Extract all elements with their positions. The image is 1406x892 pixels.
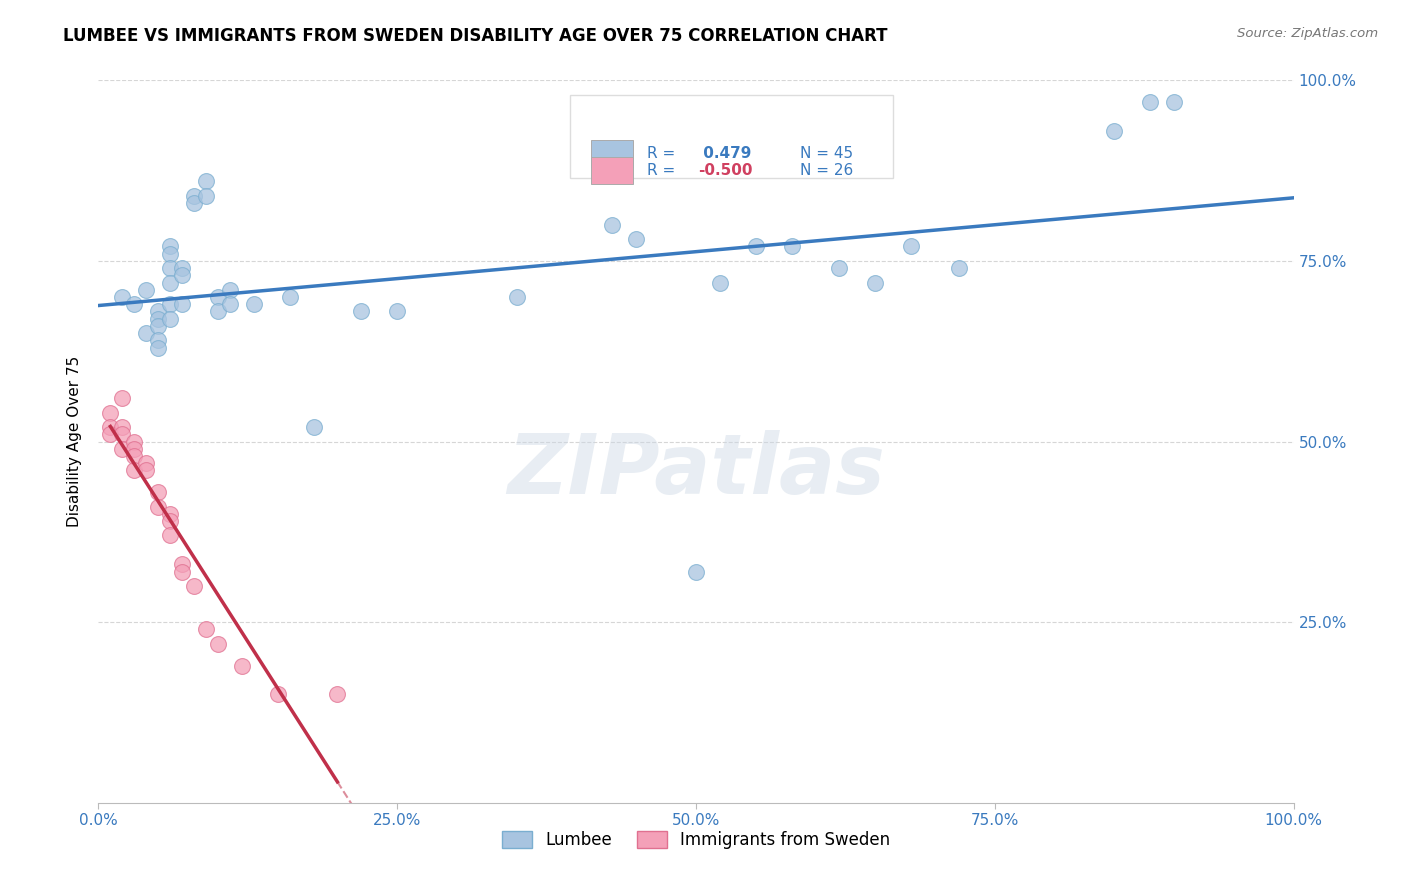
Point [350,304,373,318]
Point [278,290,301,304]
Point [948,261,970,276]
Point [135,283,157,297]
Point [183,196,205,211]
Point [124,463,146,477]
Point [302,420,325,434]
Point [602,218,624,232]
Text: R =: R = [647,163,681,178]
Point [900,239,922,253]
Point [326,687,349,701]
Point [243,297,266,311]
Point [172,268,194,283]
Point [159,507,181,521]
Point [685,565,707,579]
Point [385,304,409,318]
Point [506,290,529,304]
Point [135,463,157,477]
Point [124,449,146,463]
Point [865,276,887,290]
Point [1104,124,1126,138]
Point [172,565,194,579]
Point [172,558,194,572]
FancyBboxPatch shape [571,95,893,178]
FancyBboxPatch shape [591,157,633,184]
Point [98,420,122,434]
Point [183,189,205,203]
Point [172,297,194,311]
Point [1163,95,1185,109]
Point [709,276,731,290]
Point [207,290,229,304]
Point [828,261,851,276]
Legend: Lumbee, Immigrants from Sweden: Lumbee, Immigrants from Sweden [495,824,897,856]
Point [626,232,648,246]
Point [135,456,157,470]
Point [207,304,229,318]
Point [111,290,134,304]
Text: N = 45: N = 45 [800,146,853,161]
Text: Source: ZipAtlas.com: Source: ZipAtlas.com [1237,27,1378,40]
Point [148,341,170,355]
Point [124,434,146,449]
Point [135,326,157,340]
Point [124,442,146,456]
Point [195,174,218,188]
Point [745,239,768,253]
Point [195,623,218,637]
Point [148,311,170,326]
Point [219,297,242,311]
Point [124,297,146,311]
Point [207,637,229,651]
Point [148,304,170,318]
Point [1139,95,1161,109]
Point [159,239,181,253]
Y-axis label: Disability Age Over 75: Disability Age Over 75 [67,356,83,527]
Point [111,427,134,442]
Point [780,239,803,253]
Point [159,514,181,528]
Point [159,297,181,311]
Text: 0.479: 0.479 [699,146,752,161]
Text: -0.500: -0.500 [699,163,752,178]
Point [267,687,290,701]
Point [98,427,122,442]
Point [159,528,181,542]
Point [148,334,170,348]
Point [159,261,181,276]
Point [148,318,170,333]
Point [231,658,253,673]
FancyBboxPatch shape [591,140,633,167]
Point [111,420,134,434]
Point [159,276,181,290]
Text: LUMBEE VS IMMIGRANTS FROM SWEDEN DISABILITY AGE OVER 75 CORRELATION CHART: LUMBEE VS IMMIGRANTS FROM SWEDEN DISABIL… [63,27,887,45]
Point [148,485,170,500]
Point [159,246,181,260]
Point [111,442,134,456]
Text: ZIPatlas: ZIPatlas [508,430,884,511]
Point [172,261,194,276]
Point [98,406,122,420]
Text: N = 26: N = 26 [800,163,853,178]
Text: R =: R = [647,146,681,161]
Point [111,391,134,405]
Point [183,579,205,593]
Point [159,311,181,326]
Point [219,283,242,297]
Point [148,500,170,514]
Point [195,189,218,203]
